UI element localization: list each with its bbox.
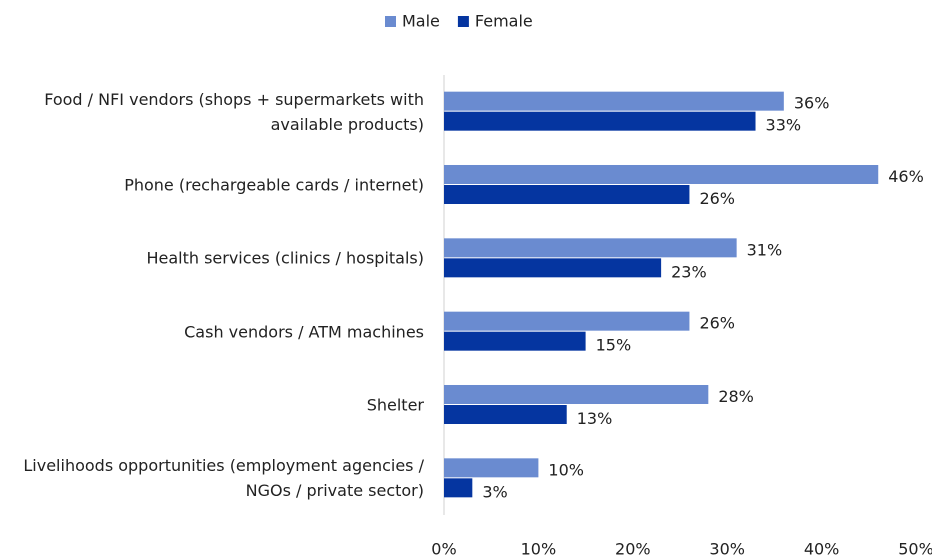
value-label: 10% (548, 460, 584, 479)
category-label: Phone (rechargeable cards / internet) (124, 175, 424, 195)
x-tick-label: 10% (521, 540, 557, 558)
x-tick-label: 50% (898, 540, 932, 558)
legend-label: Male (402, 12, 440, 31)
value-label: 3% (482, 482, 507, 501)
value-label: 26% (699, 189, 735, 208)
bar (444, 331, 586, 351)
x-tick-label: 40% (804, 540, 840, 558)
bar (444, 385, 709, 404)
bar (444, 165, 879, 184)
category-label: Health services (clinics / hospitals) (146, 248, 424, 268)
value-label: 36% (794, 94, 830, 113)
bar (444, 311, 690, 331)
bar (444, 458, 539, 478)
x-tick-label: 20% (615, 540, 651, 558)
category-label: Cash vendors / ATM machines (184, 322, 424, 342)
value-label: 26% (699, 314, 735, 333)
category-label: Shelter (366, 395, 424, 415)
bar (444, 478, 473, 498)
x-tick-label: 30% (709, 540, 745, 558)
bar (444, 258, 662, 278)
legend-label: Female (475, 12, 533, 31)
x-tick-label: 0% (431, 540, 456, 558)
legend-swatch (385, 16, 396, 27)
value-label: 46% (888, 167, 924, 186)
value-label: 28% (718, 387, 754, 406)
bar (444, 91, 784, 111)
bar (444, 185, 690, 204)
value-label: 33% (766, 116, 802, 135)
category-label: Livelihoods opportunities (employment ag… (23, 456, 424, 501)
bar (444, 111, 756, 131)
value-label: 23% (671, 262, 707, 281)
category-label: Food / NFI vendors (shops + supermarkets… (44, 89, 424, 134)
bar (444, 238, 737, 258)
bar (444, 405, 567, 424)
value-label: 15% (596, 336, 632, 355)
value-label: 13% (577, 409, 613, 428)
legend-swatch (457, 16, 469, 27)
value-label: 31% (747, 240, 783, 259)
